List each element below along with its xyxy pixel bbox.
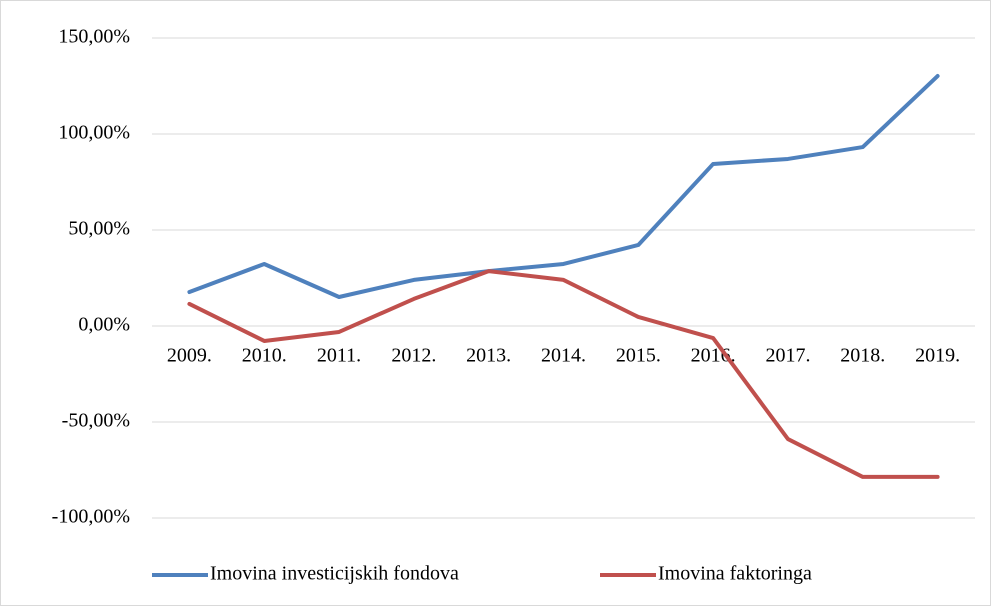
series-line [187,269,940,479]
x-tick-label: 2011. [317,345,361,367]
y-tick-label: 0,00% [78,314,130,336]
x-tick-label: 2017. [765,345,810,367]
x-tick-label: 2019. [915,345,960,367]
y-tick-label: -100,00% [52,506,130,528]
x-tick-label: 2016. [691,345,736,367]
x-tick-label: 2010. [242,345,287,367]
y-tick-label: 50,00% [68,218,130,240]
series-line [187,74,940,300]
legend-label: Imovina faktoringa [658,563,812,585]
x-tick-label: 2015. [616,345,661,367]
y-tick-label: 100,00% [58,122,130,144]
x-tick-label: 2009. [167,345,212,367]
x-tick-label: 2012. [391,345,436,367]
y-tick-label: -50,00% [62,410,130,432]
x-tick-label: 2018. [840,345,885,367]
legend-label: Imovina investicijskih fondova [210,563,459,585]
x-tick-label: 2014. [541,345,586,367]
y-tick-label: 150,00% [58,26,130,48]
x-tick-label: 2013. [466,345,511,367]
